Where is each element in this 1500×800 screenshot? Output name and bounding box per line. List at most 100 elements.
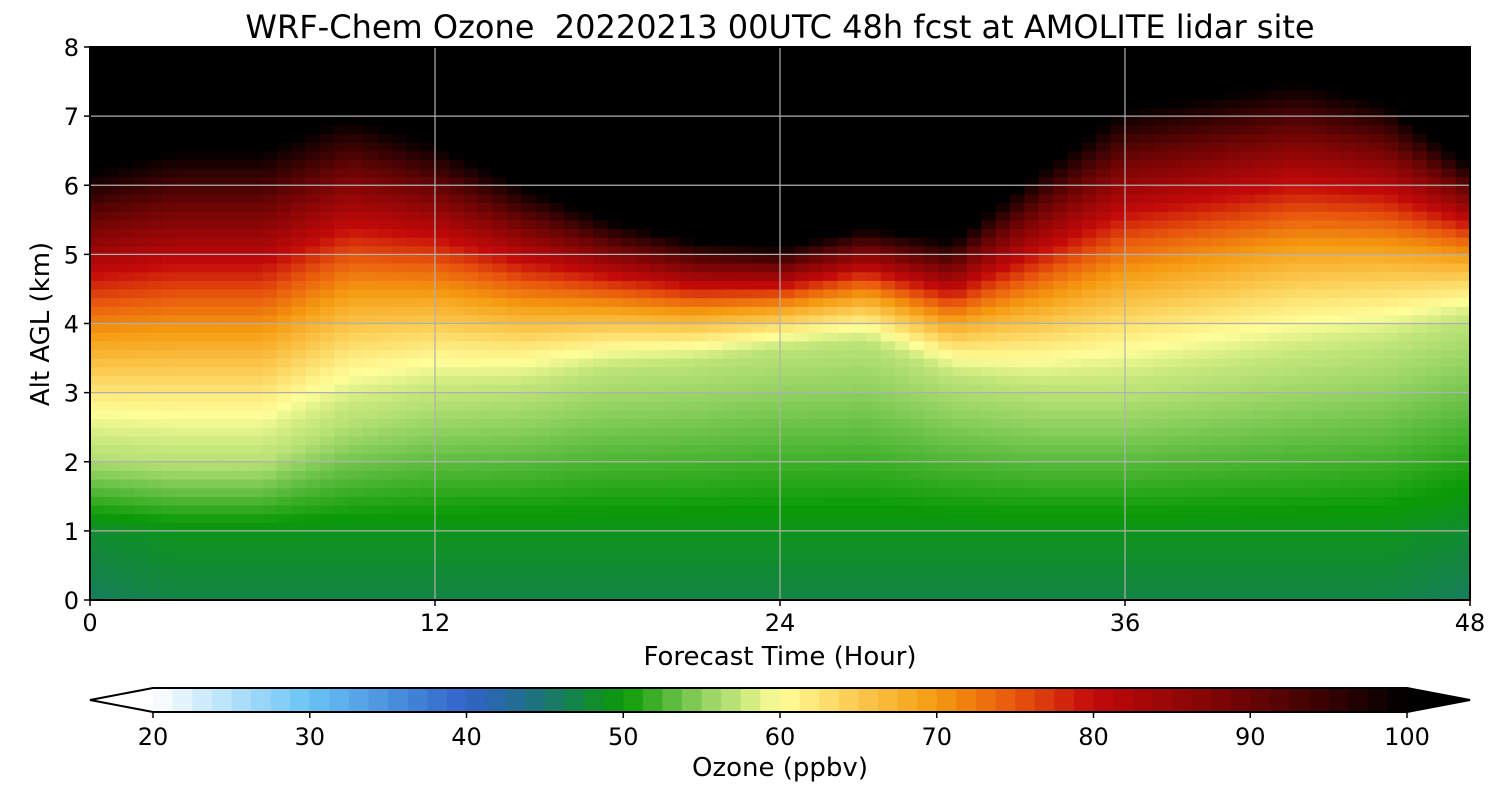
heatmap-cell	[765, 176, 781, 186]
heatmap-cell	[823, 435, 839, 446]
heatmap-cell	[981, 237, 997, 247]
heatmap-cell	[1110, 72, 1126, 83]
heatmap-cell	[708, 530, 724, 541]
heatmap-cell	[851, 574, 867, 584]
heatmap-cell	[1125, 453, 1140, 463]
heatmap-cell	[276, 340, 292, 351]
heatmap-cell	[722, 263, 738, 273]
heatmap-cell	[90, 383, 105, 394]
heatmap-cell	[923, 202, 939, 212]
heatmap-cell	[693, 383, 709, 394]
heatmap-cell	[1081, 297, 1097, 307]
heatmap-cell	[938, 185, 954, 195]
heatmap-cell	[406, 556, 422, 567]
heatmap-cell	[1182, 323, 1198, 333]
heatmap-cell	[348, 90, 364, 100]
heatmap-cell	[851, 228, 867, 238]
heatmap-cell	[190, 504, 206, 515]
heatmap-cell	[291, 591, 307, 600]
heatmap-cell	[190, 288, 206, 299]
heatmap-cell	[276, 539, 292, 549]
heatmap-cell	[851, 582, 867, 592]
heatmap-cell	[291, 185, 307, 195]
heatmap-cell	[291, 453, 307, 463]
heatmap-cell	[621, 418, 637, 428]
heatmap-cell	[406, 444, 422, 454]
heatmap-cell	[665, 263, 680, 273]
heatmap-cell	[233, 211, 249, 221]
heatmap-cell	[262, 90, 278, 100]
heatmap-cell	[880, 461, 896, 471]
heatmap-cell	[478, 427, 494, 437]
heatmap-cell	[363, 539, 379, 549]
heatmap-cell	[334, 582, 350, 592]
heatmap-cell	[895, 159, 910, 169]
heatmap-cell	[966, 530, 982, 541]
heatmap-cell	[176, 358, 192, 368]
heatmap-cell	[1139, 263, 1155, 273]
heatmap-cell	[837, 81, 853, 91]
heatmap-cell	[780, 453, 795, 463]
heatmap-cell	[823, 288, 839, 299]
heatmap-cell	[1139, 513, 1155, 523]
heatmap-cell	[291, 487, 307, 497]
heatmap-cell	[665, 107, 680, 117]
heatmap-cell	[147, 133, 163, 143]
heatmap-cell	[765, 418, 781, 428]
heatmap-cell	[363, 349, 379, 359]
heatmap-cell	[722, 271, 738, 281]
heatmap-cell	[176, 539, 192, 549]
heatmap-cell	[276, 271, 292, 281]
heatmap-cell	[391, 548, 407, 558]
heatmap-cell	[435, 306, 450, 316]
heatmap-cell	[147, 349, 163, 359]
heatmap-cell	[320, 504, 335, 515]
heatmap-cell	[981, 263, 997, 273]
heatmap-cell	[118, 418, 134, 428]
heatmap-cell	[478, 453, 494, 463]
heatmap-cell	[895, 487, 910, 497]
heatmap-cell	[1110, 383, 1126, 394]
heatmap-cell	[650, 211, 666, 221]
heatmap-cell	[895, 185, 910, 195]
heatmap-cell	[506, 418, 522, 428]
heatmap-cell	[348, 81, 364, 91]
heatmap-cell	[1139, 81, 1155, 91]
heatmap-cell	[262, 55, 278, 65]
heatmap-cell	[449, 254, 465, 264]
heatmap-cell	[636, 323, 652, 333]
heatmap-cell	[90, 565, 105, 575]
heatmap-cell	[435, 383, 450, 394]
heatmap-cell	[276, 392, 292, 402]
heatmap-cell	[736, 392, 752, 402]
heatmap-cell	[118, 332, 134, 342]
heatmap-cell	[348, 245, 364, 255]
heatmap-cell	[851, 479, 867, 489]
heatmap-cell	[794, 219, 810, 230]
heatmap-cell	[780, 479, 795, 489]
heatmap-cell	[420, 159, 436, 169]
heatmap-cell	[435, 237, 450, 247]
heatmap-cell	[1010, 142, 1025, 152]
heatmap-cell	[305, 565, 321, 575]
heatmap-cell	[593, 349, 609, 359]
heatmap-cell	[1168, 142, 1184, 152]
heatmap-cell	[118, 453, 134, 463]
heatmap-cell	[981, 539, 997, 549]
heatmap-cell	[190, 185, 206, 195]
heatmap-cell	[348, 392, 364, 402]
heatmap-cell	[1196, 375, 1212, 385]
heatmap-cell	[305, 228, 321, 238]
heatmap-cell	[679, 245, 695, 255]
heatmap-cell	[305, 548, 321, 558]
heatmap-cell	[276, 280, 292, 290]
heatmap-cell	[348, 427, 364, 437]
heatmap-cell	[650, 427, 666, 437]
heatmap-cell	[463, 409, 479, 420]
heatmap-cell	[808, 107, 824, 117]
heatmap-cell	[435, 548, 450, 558]
heatmap-cell	[679, 427, 695, 437]
heatmap-cell	[1038, 211, 1054, 221]
heatmap-cell	[478, 72, 494, 83]
heatmap-cell	[1010, 306, 1025, 316]
